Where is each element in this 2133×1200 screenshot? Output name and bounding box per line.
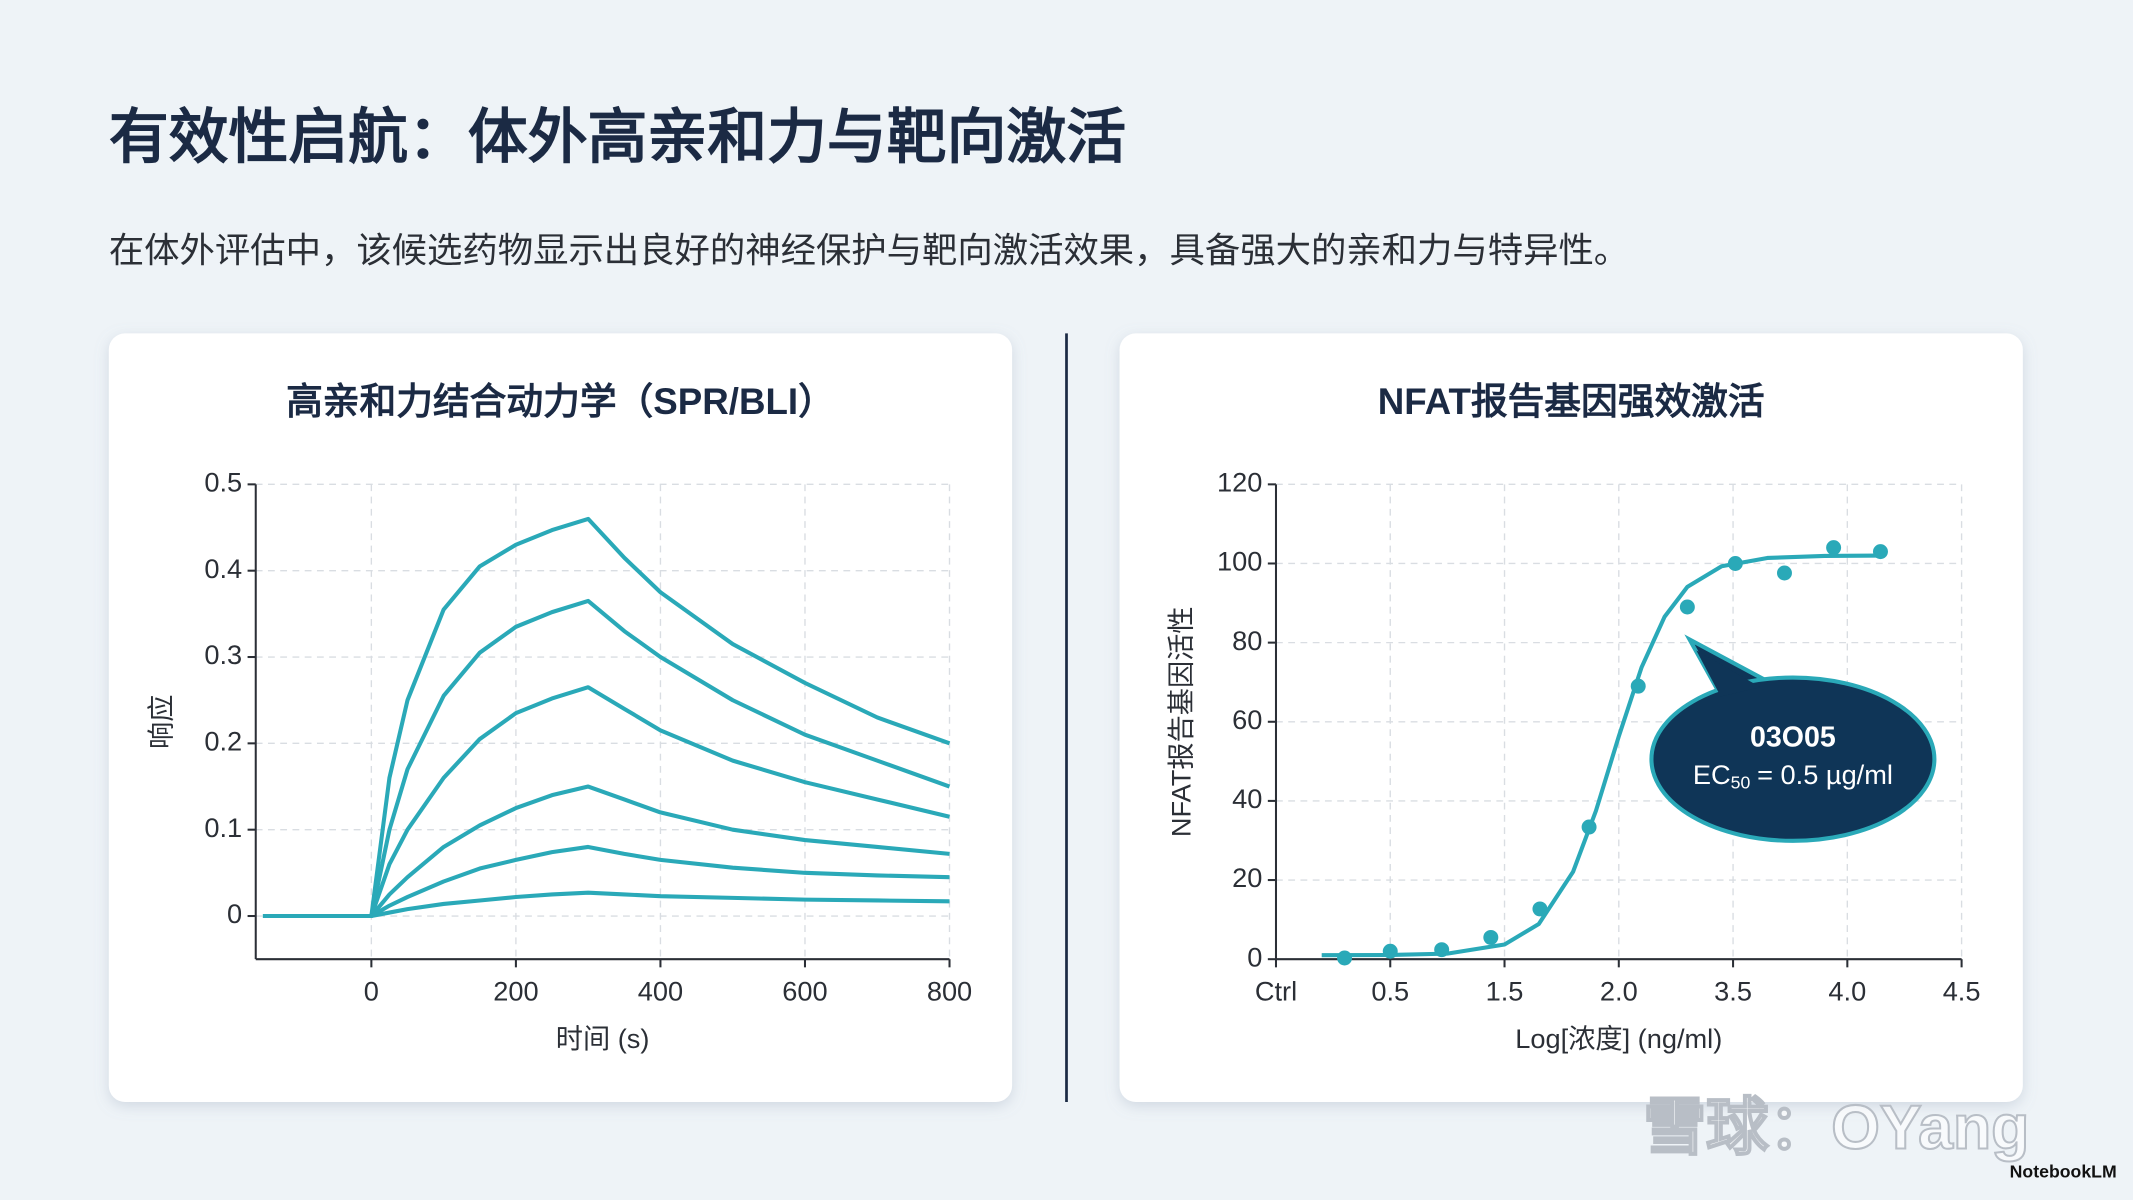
chart-title: NFAT报告基因强效激活 bbox=[1378, 381, 1765, 422]
x-axis-label: 时间 (s) bbox=[556, 1023, 650, 1054]
data-point bbox=[1532, 901, 1548, 917]
ec-value: = 0.5 µg/ml bbox=[1757, 759, 1893, 790]
data-point bbox=[1434, 942, 1450, 958]
y-tick-label: 0.4 bbox=[204, 553, 242, 584]
x-tick-label: 0.5 bbox=[1371, 975, 1409, 1006]
data-point bbox=[1727, 556, 1743, 571]
data-point bbox=[1872, 544, 1888, 560]
x-tick-label: 4.0 bbox=[1828, 975, 1866, 1006]
card bbox=[108, 333, 1013, 1103]
data-point bbox=[1483, 929, 1499, 945]
y-tick-label: 80 bbox=[1232, 625, 1262, 656]
y-tick-label: 40 bbox=[1232, 783, 1262, 814]
callout-bubble bbox=[1649, 675, 1937, 843]
chart-title: 高亲和力结合动力学（SPR/BLI） bbox=[286, 381, 835, 422]
slide-title: 有效性启航：体外高亲和力与靶向激活 bbox=[109, 103, 1126, 170]
callout-join bbox=[1696, 650, 1761, 697]
y-axis-label: 响应 bbox=[145, 695, 176, 749]
x-tick-label: 600 bbox=[782, 975, 827, 1006]
y-axis-label: NFAT报告基因活性 bbox=[1166, 606, 1197, 837]
y-tick-label: 120 bbox=[1217, 467, 1262, 498]
x-tick-label: 3.5 bbox=[1714, 975, 1752, 1006]
callout-text: EC50 = 0.5 µg/ml bbox=[1693, 759, 1893, 792]
callout-title: 03O05 bbox=[1750, 721, 1836, 753]
fit-curve bbox=[1321, 553, 1882, 958]
card bbox=[1119, 333, 2023, 1103]
ec-label: EC bbox=[1693, 759, 1731, 790]
x-tick-label: 400 bbox=[638, 975, 683, 1006]
data-point bbox=[1581, 819, 1597, 835]
y-tick-label: 100 bbox=[1217, 546, 1262, 577]
x-axis-label: Log[浓度] (ng/ml) bbox=[1515, 1023, 1722, 1054]
data-point bbox=[1337, 950, 1353, 966]
x-tick-label: 200 bbox=[493, 975, 538, 1006]
brand: NotebookLM bbox=[2010, 1161, 2117, 1181]
data-point bbox=[1382, 943, 1398, 959]
x-tick-label: 4.5 bbox=[1943, 975, 1981, 1006]
x-tick-label: 2.0 bbox=[1600, 975, 1638, 1006]
y-tick-label: 60 bbox=[1232, 704, 1262, 735]
y-tick-label: 0 bbox=[1247, 941, 1262, 972]
y-tick-label: 0.3 bbox=[204, 639, 242, 670]
y-tick-label: 0.5 bbox=[204, 467, 242, 498]
response-curve bbox=[262, 890, 950, 919]
y-tick-label: 0 bbox=[227, 898, 242, 929]
x-tick-label: 1.5 bbox=[1486, 975, 1524, 1006]
ec-subscript: 50 bbox=[1731, 772, 1751, 792]
x-tick-label: 800 bbox=[927, 975, 972, 1006]
y-tick-label: 0.1 bbox=[204, 812, 242, 843]
y-tick-label: 0.2 bbox=[204, 726, 242, 757]
slide-subtitle: 在体外评估中，该候选药物显示出良好的神经保护与靶向激活效果，具备强大的亲和力与特… bbox=[109, 231, 1629, 270]
data-point bbox=[1679, 599, 1695, 615]
y-tick-label: 20 bbox=[1232, 862, 1262, 893]
data-point bbox=[1630, 678, 1646, 694]
watermark: 雪球：OYang bbox=[1643, 1093, 2029, 1163]
x-tick-label: 0 bbox=[364, 975, 379, 1006]
x-tick-label: Ctrl bbox=[1255, 975, 1297, 1006]
data-point bbox=[1826, 540, 1842, 556]
data-point bbox=[1777, 565, 1792, 581]
